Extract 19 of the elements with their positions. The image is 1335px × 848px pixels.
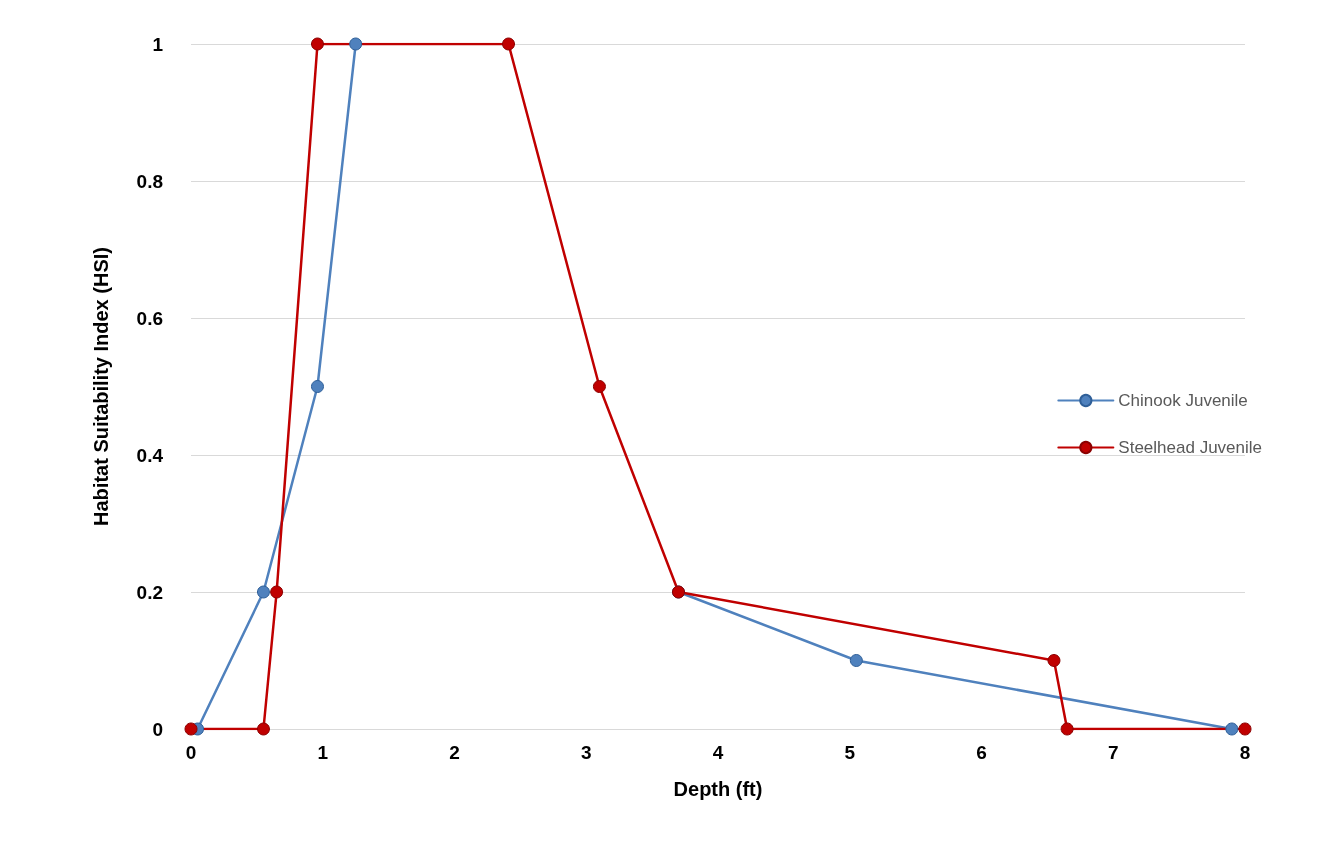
y-tick-label: 0.8	[136, 170, 163, 192]
x-tick-label: 3	[580, 742, 592, 763]
y-tick-label: 0.2	[136, 581, 163, 603]
legend-label: Steelhead Juvenile	[1118, 438, 1263, 457]
y-tick-label: 0.6	[136, 307, 163, 329]
x-tick-label: 1	[317, 742, 329, 763]
legend-label: Chinook Juvenile	[1118, 391, 1248, 410]
x-tick-label: 4	[712, 742, 724, 763]
x-tick-label: 2	[449, 742, 460, 763]
x-tick-label: 0	[185, 742, 197, 763]
y-tick-label: 0.4	[136, 444, 164, 466]
x-axis-title: Depth (ft)	[673, 778, 763, 800]
x-tick-label: 8	[1239, 742, 1251, 763]
y-tick-label: 1	[152, 33, 164, 55]
x-tick-label: 6	[976, 742, 987, 763]
x-tick-label: 7	[1107, 742, 1119, 763]
x-tick-label: 5	[844, 742, 856, 763]
y-tick-label: 0	[152, 718, 163, 740]
y-axis-title: Habitat Suitability Index (HSI)	[90, 247, 112, 526]
